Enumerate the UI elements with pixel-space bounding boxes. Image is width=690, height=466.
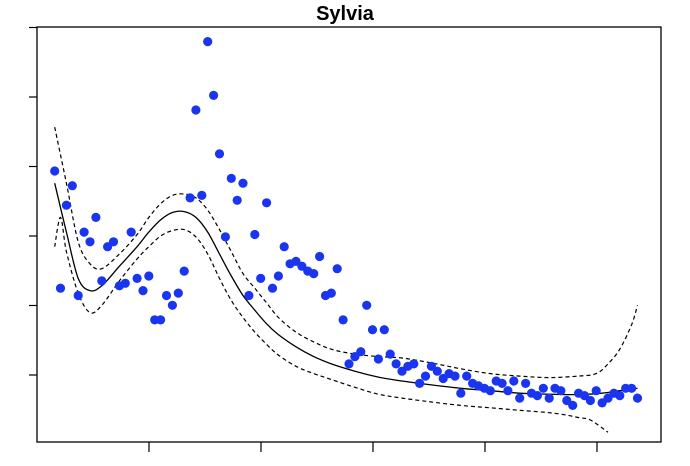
data-point xyxy=(197,190,207,200)
data-point xyxy=(91,212,101,222)
data-point xyxy=(627,383,637,393)
data-point xyxy=(267,283,278,293)
data-point xyxy=(379,325,389,335)
chart-title: Sylvia xyxy=(316,3,375,25)
data-point xyxy=(73,290,83,301)
data-point xyxy=(126,227,136,237)
data-point xyxy=(515,393,525,403)
data-point xyxy=(85,237,95,247)
data-point xyxy=(161,290,172,301)
data-point xyxy=(144,271,154,281)
data-point xyxy=(262,198,272,208)
data-point xyxy=(391,359,401,369)
data-point xyxy=(332,264,342,274)
data-point xyxy=(615,391,625,401)
plot-frame xyxy=(36,26,662,443)
axis-ticks xyxy=(29,26,598,452)
data-point xyxy=(415,378,425,388)
confidence-bands xyxy=(54,126,639,433)
data-point xyxy=(385,349,395,359)
data-point xyxy=(273,271,283,281)
data-point xyxy=(214,149,225,159)
data-point xyxy=(108,237,119,247)
data-point xyxy=(138,286,148,296)
data-point xyxy=(367,325,378,335)
data-point xyxy=(485,386,495,396)
data-point xyxy=(185,193,195,203)
data-point xyxy=(279,242,289,252)
data-point xyxy=(326,288,336,298)
data-point xyxy=(344,359,354,369)
data-point xyxy=(156,315,166,325)
data-point xyxy=(568,400,578,410)
data-point xyxy=(256,273,266,283)
data-point xyxy=(450,371,460,381)
data-point xyxy=(509,376,519,386)
data-point xyxy=(61,200,71,210)
data-point xyxy=(497,378,507,388)
data-point xyxy=(67,181,77,191)
data-point xyxy=(409,359,419,369)
data-point xyxy=(97,276,107,286)
data-point xyxy=(538,383,548,393)
data-point xyxy=(50,166,60,176)
data-point xyxy=(556,386,566,396)
data-point xyxy=(79,227,89,237)
data-point xyxy=(456,388,466,398)
data-point xyxy=(632,393,643,403)
data-point xyxy=(191,105,201,115)
data-point xyxy=(362,300,372,310)
data-point xyxy=(315,251,325,262)
data-points xyxy=(50,37,643,410)
data-point xyxy=(238,178,248,188)
data-point xyxy=(250,229,260,240)
data-point xyxy=(356,347,366,357)
data-point xyxy=(120,278,130,288)
lower-band-line xyxy=(54,216,609,433)
data-point xyxy=(226,173,236,183)
data-point xyxy=(203,37,213,47)
data-point xyxy=(179,266,189,276)
data-point xyxy=(373,354,383,364)
data-point xyxy=(209,90,219,100)
data-point xyxy=(432,366,442,376)
data-point xyxy=(544,393,554,403)
data-point xyxy=(220,232,230,242)
data-point xyxy=(167,300,177,310)
data-point xyxy=(309,269,319,279)
data-point xyxy=(462,371,472,381)
data-point xyxy=(244,290,254,301)
data-point xyxy=(521,378,531,388)
data-point xyxy=(585,395,596,406)
data-point xyxy=(532,391,543,401)
data-point xyxy=(503,386,513,396)
data-point xyxy=(55,283,66,293)
upper-band-line xyxy=(54,126,639,379)
data-point xyxy=(338,315,348,325)
data-point xyxy=(232,195,242,205)
data-point xyxy=(420,371,431,381)
data-point xyxy=(173,288,183,298)
data-point xyxy=(132,273,142,283)
data-point xyxy=(591,386,601,396)
